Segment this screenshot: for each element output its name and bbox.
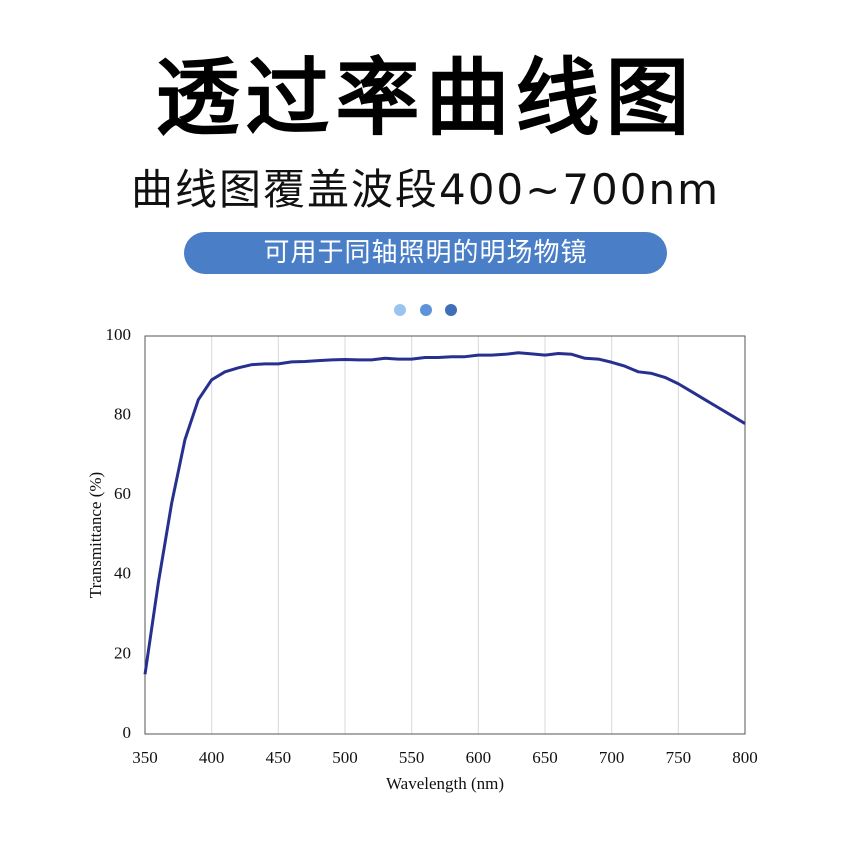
- y-tick-label: 0: [123, 723, 132, 742]
- x-tick-label: 550: [399, 748, 425, 767]
- x-tick-label: 750: [666, 748, 692, 767]
- page-title: 透过率曲线图: [155, 49, 696, 147]
- y-tick-label: 100: [106, 325, 132, 344]
- x-tick-label: 400: [199, 748, 225, 767]
- x-tick-label: 800: [732, 748, 758, 767]
- y-tick-label: 20: [114, 643, 131, 662]
- dot: [420, 304, 432, 316]
- y-tick-label: 60: [114, 484, 131, 503]
- data-line: [143, 351, 746, 675]
- y-tick-label: 80: [114, 405, 131, 424]
- dot: [394, 304, 406, 316]
- x-tick-label: 650: [532, 748, 558, 767]
- grid: [144, 336, 746, 734]
- x-tick-label: 500: [332, 748, 358, 767]
- y-axis-label: Transmittance (%): [86, 472, 105, 598]
- x-tick-label: 700: [599, 748, 625, 767]
- x-tick-label: 350: [132, 748, 158, 767]
- badge: 可用于同轴照明的明场物镜: [184, 232, 667, 274]
- x-tick-label: 600: [466, 748, 492, 767]
- y-tick-label: 40: [114, 564, 131, 583]
- x-tick-label: 450: [266, 748, 292, 767]
- x-axis-label: Wavelength (nm): [386, 774, 504, 793]
- dot: [445, 304, 457, 316]
- plot-frame: [144, 335, 746, 735]
- page-subtitle: 曲线图覆盖波段400~700nm: [130, 165, 721, 214]
